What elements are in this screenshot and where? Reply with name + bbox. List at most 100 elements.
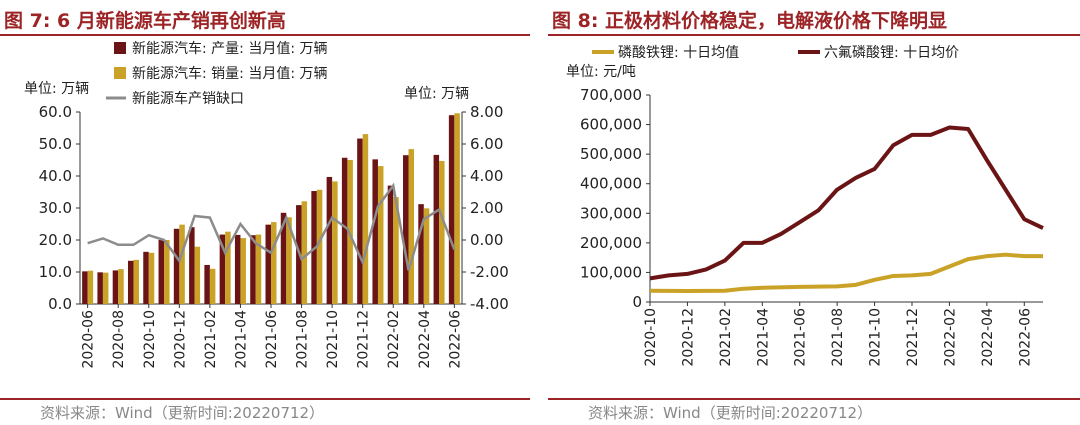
x-tick-label: 2021-10 xyxy=(325,310,341,369)
left-tick-label: 500,000 xyxy=(580,145,642,163)
bar xyxy=(87,270,94,304)
bar xyxy=(127,260,134,304)
right-tick-label: 6.00 xyxy=(470,135,503,153)
bar xyxy=(189,227,195,304)
bar xyxy=(372,159,378,304)
x-tick-label: 2020-12 xyxy=(680,308,696,367)
x-tick-label: 2021-04 xyxy=(233,310,249,369)
x-tick-label: 2021-02 xyxy=(718,308,734,367)
left-tick-label: 100,000 xyxy=(580,263,642,281)
x-tick-label: 2021-10 xyxy=(868,308,884,367)
chart-panel-2: 图 8: 正极材料价格稳定，电解液价格下降明显 磷酸铁锂: 十日均值 六氟磷酸锂:… xyxy=(548,0,1080,425)
x-tick-label: 2022-04 xyxy=(417,310,433,369)
bar xyxy=(255,234,262,304)
bar xyxy=(265,224,271,304)
price-series-line xyxy=(649,125,1044,281)
x-tick-label: 2021-02 xyxy=(203,310,219,369)
bar xyxy=(112,270,119,304)
bar xyxy=(148,252,155,304)
bar xyxy=(82,271,88,304)
bar xyxy=(332,181,338,304)
legend-label: 六氟磷酸锂: 十日均价 xyxy=(824,45,959,61)
bar xyxy=(357,138,363,304)
x-tick-label: 2022-02 xyxy=(386,310,402,369)
chart-panel-1: 图 7: 6 月新能源车产销再创新高 新能源汽车: 产量: 当月值: 万辆 新能源… xyxy=(0,0,530,425)
gap-series-line xyxy=(87,182,456,271)
price-series-line xyxy=(649,252,1043,294)
legend-label: 新能源汽车: 销量: 当月值: 万辆 xyxy=(132,65,328,82)
x-tick-label: 2020-12 xyxy=(172,310,188,369)
right-tick-label: -2.00 xyxy=(470,263,509,281)
bar xyxy=(448,115,455,304)
title-rule xyxy=(548,34,1080,36)
bar xyxy=(179,224,185,304)
bar xyxy=(326,176,333,304)
x-tick-label: 2020-08 xyxy=(111,310,127,369)
bar xyxy=(301,201,308,304)
bar xyxy=(418,204,424,304)
bar xyxy=(158,240,165,304)
right-tick-label: 8.00 xyxy=(470,103,503,121)
left-tick-label: 400,000 xyxy=(580,175,642,193)
bar xyxy=(240,238,246,304)
bar xyxy=(403,155,409,304)
left-tick-label: 300,000 xyxy=(580,204,642,222)
right-tick-label: 4.00 xyxy=(470,167,503,185)
left-tick-label: 600,000 xyxy=(580,116,642,134)
bar xyxy=(102,272,109,304)
x-tick-label: 2021-06 xyxy=(793,308,809,367)
bar xyxy=(286,217,292,304)
right-tick-label: 2.00 xyxy=(470,199,503,217)
chart-title: 图 7: 6 月新能源车产销再创新高 xyxy=(4,10,286,32)
bar xyxy=(133,259,139,304)
x-tick-label: 2022-06 xyxy=(1017,308,1033,367)
bar xyxy=(97,272,103,304)
bar xyxy=(377,166,384,304)
left-axis-unit: 单位: 元/吨 xyxy=(566,64,636,80)
right-tick-label: -4.00 xyxy=(470,295,509,313)
bar xyxy=(423,208,430,304)
bar xyxy=(250,235,256,304)
bar xyxy=(433,154,440,304)
left-tick-label: 50.0 xyxy=(39,135,72,153)
title-rule xyxy=(0,34,530,36)
left-tick-label: 10.0 xyxy=(39,263,72,281)
legend-swatch xyxy=(114,42,126,54)
right-tick-label: 0.00 xyxy=(470,231,503,249)
x-tick-label: 2022-06 xyxy=(447,310,463,369)
bar xyxy=(316,189,323,304)
x-tick-label: 2021-12 xyxy=(905,308,921,367)
bar xyxy=(439,160,445,304)
left-tick-label: 700,000 xyxy=(580,86,642,104)
bar xyxy=(454,113,460,304)
x-tick-label: 2021-08 xyxy=(295,310,311,369)
x-tick-label: 2021-08 xyxy=(830,308,846,367)
x-tick-label: 2020-06 xyxy=(81,310,97,369)
legend-label: 磷酸铁锂: 十日均值 xyxy=(618,45,739,61)
source-note: 资料来源：Wind（更新时间:20220712） xyxy=(588,404,873,422)
x-tick-label: 2021-04 xyxy=(755,308,771,367)
chart-title: 图 8: 正极材料价格稳定，电解液价格下降明显 xyxy=(552,10,948,32)
legend-label: 新能源汽车: 产量: 当月值: 万辆 xyxy=(132,40,328,57)
right-axis-unit: 单位: 万辆 xyxy=(404,86,469,102)
bar xyxy=(234,234,241,304)
bar xyxy=(209,268,216,304)
left-tick-label: 20.0 xyxy=(39,231,72,249)
left-tick-label: 0.0 xyxy=(48,295,72,313)
left-tick-label: 30.0 xyxy=(39,199,72,217)
x-tick-label: 2021-12 xyxy=(356,310,372,369)
bar xyxy=(387,185,394,304)
bar xyxy=(219,234,226,304)
source-note: 资料来源：Wind（更新时间:20220712） xyxy=(40,404,325,422)
bar xyxy=(164,240,170,304)
x-tick-label: 2022-04 xyxy=(980,308,996,367)
bar xyxy=(118,269,124,304)
left-tick-label: 60.0 xyxy=(39,103,72,121)
bar xyxy=(362,134,369,304)
bar xyxy=(271,222,277,304)
footer-rule xyxy=(0,398,530,400)
bar xyxy=(280,212,287,304)
left-tick-label: 0 xyxy=(632,293,642,311)
